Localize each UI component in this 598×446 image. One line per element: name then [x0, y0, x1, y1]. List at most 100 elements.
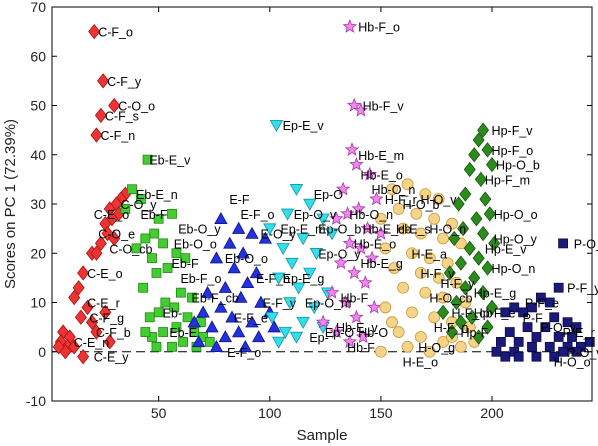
y-tick-label-3: 20: [30, 245, 46, 261]
data-point-s6-30: [445, 324, 459, 340]
data-point-s1-20: [153, 307, 164, 318]
point-label-s5-5: H-E_a: [412, 247, 447, 261]
data-point-s6-16: [463, 240, 476, 256]
point-label-s7-0: P-O_b: [574, 237, 598, 251]
point-label-s0-6: C-E_o: [94, 208, 129, 222]
data-point-s1-16: [175, 287, 186, 298]
data-point-s5-18: [414, 267, 427, 279]
data-point-s6-18: [454, 255, 467, 271]
point-label-s3-1: Ep-O: [314, 188, 343, 202]
data-point-s7-22: [527, 341, 537, 352]
point-label-s5-0: H-F_r: [385, 193, 417, 207]
data-point-s5-10: [414, 227, 427, 240]
data-point-s2-25: [267, 320, 281, 333]
data-point-s6-1: [472, 132, 485, 148]
data-point-s3-7: [325, 228, 339, 241]
point-label-s0-9: C-E_o: [87, 267, 122, 281]
data-point-s5-14: [406, 247, 418, 260]
data-point-s3-16: [307, 302, 321, 315]
data-point-s5-1: [401, 178, 414, 191]
point-label-s4-2: Hb-E_m: [358, 149, 404, 163]
point-label-s5-1: H-O_b: [403, 198, 440, 212]
data-point-s7-5: [518, 307, 529, 318]
data-point-s3-15: [283, 297, 297, 310]
data-point-s2-4: [258, 231, 273, 244]
data-point-s7-27: [531, 351, 542, 362]
data-point-s4-3: [344, 142, 360, 156]
point-label-s7-4: P-O_y: [540, 321, 576, 335]
point-label-s4-8: Hb-E_g: [360, 257, 402, 271]
point-label-s0-11: C-F_g: [89, 311, 124, 325]
point-label-s5-6: H-F_v: [420, 267, 455, 281]
data-point-s3-1: [289, 184, 304, 197]
data-point-s1-34: [204, 336, 215, 347]
point-label-s5-9: H-F_cb: [452, 306, 493, 320]
point-label-s5-11: H-O_g: [418, 341, 455, 355]
point-label-s4-6: Hb-E_cb: [363, 223, 412, 237]
data-point-s0-20: [81, 299, 94, 316]
data-point-s2-23: [238, 340, 253, 353]
data-point-s6-7: [459, 186, 472, 202]
data-point-s6-13: [477, 225, 490, 242]
data-point-s2-11: [200, 285, 215, 298]
data-point-s3-11: [303, 267, 317, 280]
data-point-s2-27: [187, 315, 201, 328]
data-point-s1-13: [162, 263, 173, 273]
point-label-s4-5: Hb-O_n: [349, 208, 393, 222]
data-point-s2-12: [234, 290, 248, 303]
data-point-s1-11: [171, 248, 182, 259]
data-point-s0-31: [90, 324, 103, 340]
data-point-s4-24: [329, 324, 344, 339]
data-point-s7-25: [571, 346, 582, 357]
data-point-s0-21: [74, 309, 87, 325]
data-point-s4-17: [346, 265, 362, 280]
point-label-s4-4: Hb-O_n: [372, 183, 416, 197]
data-point-s1-12: [180, 253, 191, 264]
point-label-s0-1: C-F_y: [107, 75, 142, 89]
data-point-s7-29: [500, 351, 511, 362]
point-label-s6-6: Hp-E_v: [485, 242, 527, 256]
y-tick-label-6: 50: [30, 98, 46, 114]
data-point-s4-20: [338, 294, 353, 309]
data-point-s0-18: [72, 280, 85, 296]
data-point-s0-0: [88, 23, 101, 40]
data-point-s2-14: [214, 300, 228, 313]
data-point-s7-31: [584, 336, 595, 347]
point-label-s7-1: P-F_y: [567, 282, 598, 296]
data-point-s4-21: [366, 299, 382, 314]
point-label-s2-0: E-F: [229, 193, 250, 207]
data-point-s1-6: [149, 228, 160, 239]
y-tick-label-2: 10: [30, 295, 46, 311]
data-point-s5-19: [432, 271, 445, 284]
data-point-s2-1: [231, 221, 246, 234]
point-labels: C-F_oC-F_yC-O_oC-F_sC-F_nC-O_yC-E_oC-O_e…: [74, 21, 598, 370]
data-point-s1-30: [178, 336, 189, 347]
data-point-s4-10: [329, 211, 344, 225]
point-label-s2-7: E-F_o: [227, 346, 261, 360]
point-label-s2-6: E-F_e: [234, 311, 268, 325]
data-point-s5-20: [450, 276, 463, 289]
axes: 50 100 150 200 -10 0 10 20 30 40 50 60 70: [26, 0, 592, 421]
data-point-s7-18: [495, 336, 506, 347]
data-point-s4-6: [335, 181, 351, 196]
data-point-s6-2: [481, 142, 494, 158]
data-point-s2-15: [196, 305, 210, 318]
data-point-s2-9: [240, 275, 255, 289]
data-point-s3-12: [271, 272, 286, 285]
y-tick-label-1: 0: [38, 344, 46, 360]
data-point-s7-24: [491, 346, 502, 357]
data-point-s4-11: [360, 220, 375, 235]
point-label-s5-7: H-F_y: [440, 277, 475, 291]
data-point-s4-23: [315, 314, 331, 329]
data-point-s2-6: [209, 251, 224, 264]
point-label-s2-4: E-F_n: [256, 272, 290, 286]
data-point-s4-8: [351, 201, 366, 216]
point-label-s0-4: C-F_n: [100, 129, 135, 143]
y-axis-title: Scores on PC 1 (72.39%): [2, 119, 19, 289]
data-point-s2-5: [236, 246, 250, 259]
data-point-s1-10: [147, 253, 157, 264]
data-point-s1-15: [138, 282, 149, 293]
data-point-s5-2: [419, 188, 432, 201]
data-point-s0-22: [85, 314, 99, 330]
data-point-s3-5: [263, 223, 277, 236]
